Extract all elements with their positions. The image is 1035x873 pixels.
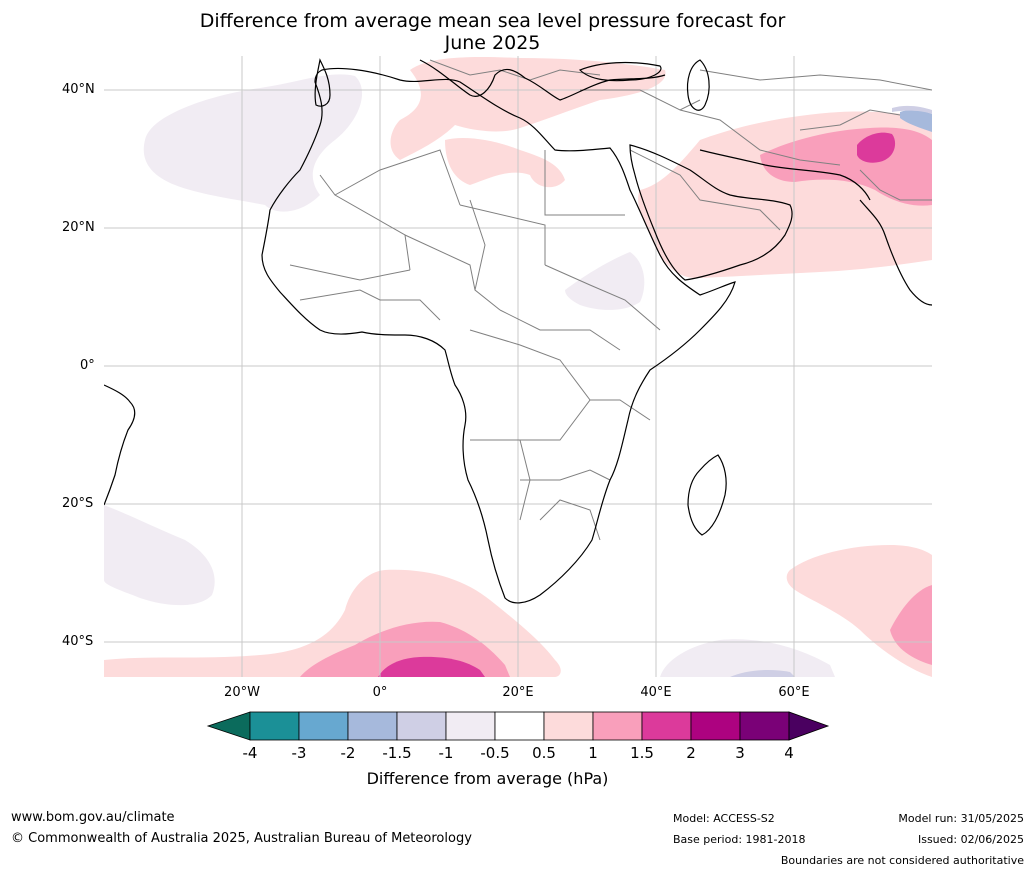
footer-issued: Issued: 02/06/2025 <box>917 833 1024 846</box>
colorbar-tick-label: -2 <box>340 744 356 762</box>
border-chad <box>469 199 501 311</box>
anomaly-region-south-atlantic-lavender <box>104 505 215 606</box>
anomaly-shading <box>104 57 932 677</box>
anomaly-region-north-atlantic <box>143 74 363 212</box>
coast-africa <box>261 67 736 604</box>
colorbar-tick-label: -3 <box>291 744 307 762</box>
lon-label-60e: 60°E <box>778 685 810 700</box>
coast-india <box>859 199 932 306</box>
colorbar-tick-label: 1.5 <box>630 744 654 762</box>
colorbar-bin <box>543 711 594 741</box>
colorbar-tick-label: 1 <box>588 744 598 762</box>
border-afghan <box>799 109 901 131</box>
anomaly-region-indian-ocean-pink2 <box>890 585 932 665</box>
footer-base-period: Base period: 1981-2018 <box>673 833 806 846</box>
coast-madagascar <box>687 454 727 536</box>
colorbar-tick-label: 4 <box>784 744 794 762</box>
border-sudan <box>544 264 661 331</box>
colorbar-bin <box>396 711 447 741</box>
map-area <box>104 56 932 677</box>
footer-website: www.bom.gov.au/climate <box>11 810 175 825</box>
country-borders <box>289 59 932 541</box>
border-egypt <box>544 150 625 216</box>
colorbar-bin <box>298 711 349 741</box>
border-centralasia <box>699 69 932 91</box>
anomaly-region-sudan-lavender <box>565 252 645 310</box>
coast-iberia <box>314 58 331 107</box>
coastlines <box>104 58 932 604</box>
colorbar-bin <box>494 711 545 741</box>
anomaly-region-mediterranean <box>390 57 666 160</box>
border-drc <box>469 329 591 441</box>
colorbar-title: Difference from average (hPa) <box>366 769 609 788</box>
colorbar-extend-high <box>788 711 830 741</box>
border-botswana <box>539 499 601 541</box>
lon-label-20e: 20°E <box>502 685 534 700</box>
border-india <box>859 169 932 201</box>
border-southern <box>520 469 611 481</box>
border-iran <box>679 109 841 166</box>
coast-black-sea <box>578 61 662 82</box>
anomaly-region-indian-ocean-pink <box>786 545 932 677</box>
border-sahara-2 <box>334 149 461 206</box>
footer-copyright: © Commonwealth of Australia 2025, Austra… <box>11 831 472 846</box>
colorbar-tick-label: 0.5 <box>532 744 556 762</box>
colorbar-tick-label: 2 <box>686 744 696 762</box>
title-line-2: June 2025 <box>444 32 541 54</box>
border-arabia <box>629 149 781 231</box>
colorbar-bin <box>690 711 741 741</box>
footer-disclaimer: Boundaries are not considered authoritat… <box>780 854 1024 867</box>
footer-model: Model: ACCESS-S2 <box>673 812 775 825</box>
colorbar-extend-low <box>206 711 251 741</box>
coast-europe-med <box>419 59 666 101</box>
border-eastafrica <box>590 399 651 421</box>
colorbar <box>206 711 830 741</box>
anomaly-region-indian-ocean-lavender2 <box>730 669 795 677</box>
border-westafrica <box>299 289 441 321</box>
coast-iran <box>699 149 871 201</box>
anomaly-region-core-magenta <box>857 132 896 163</box>
lat-label-20n: 20°N <box>62 220 95 235</box>
colorbar-bin <box>249 711 300 741</box>
border-angola <box>470 439 531 521</box>
title-line-1: Difference from average mean sea level p… <box>199 10 786 32</box>
border-sahara-3 <box>459 204 546 265</box>
colorbar-bin <box>445 711 496 741</box>
coast-caspian <box>686 59 710 111</box>
lat-label-40n: 40°N <box>62 82 95 97</box>
colorbar-tick-label: 3 <box>735 744 745 762</box>
border-central <box>499 309 621 351</box>
colorbar-tick-label: -4 <box>242 744 258 762</box>
graticule <box>104 56 932 677</box>
border-niger <box>404 234 476 291</box>
lon-label-0: 0° <box>372 685 388 700</box>
colorbar-bin <box>592 711 643 741</box>
colorbar-bin <box>347 711 398 741</box>
lat-label-20s: 20°S <box>62 496 94 511</box>
border-europe <box>429 59 601 81</box>
colorbar-tick-label: -1.5 <box>382 744 412 762</box>
colorbar-bin <box>739 711 790 741</box>
anomaly-region-himalaya-lavender <box>892 105 932 114</box>
colorbar-tick-label: -1 <box>438 744 454 762</box>
coast-arabia <box>629 144 793 281</box>
lon-label-20w: 20°W <box>224 685 260 700</box>
lat-label-equator: 0° <box>80 358 95 373</box>
lon-label-40e: 40°E <box>640 685 672 700</box>
coast-south-america <box>104 384 136 506</box>
lat-label-40s: 40°S <box>62 634 94 649</box>
chart-title: Difference from average mean sea level p… <box>0 10 1035 54</box>
anomaly-region-southern-ocean-magenta <box>378 656 485 677</box>
border-sahara-1 <box>319 174 411 271</box>
anomaly-region-libya-pink <box>445 138 565 188</box>
colorbar-bin <box>641 711 692 741</box>
anomaly-region-himalaya-blue <box>900 109 932 132</box>
border-sahel <box>289 264 411 281</box>
border-turkey <box>580 89 701 111</box>
colorbar-tick-label: -0.5 <box>480 744 510 762</box>
footer-model-run: Model run: 31/05/2025 <box>898 812 1024 825</box>
anomaly-region-indian-ocean-lavender <box>660 639 835 677</box>
